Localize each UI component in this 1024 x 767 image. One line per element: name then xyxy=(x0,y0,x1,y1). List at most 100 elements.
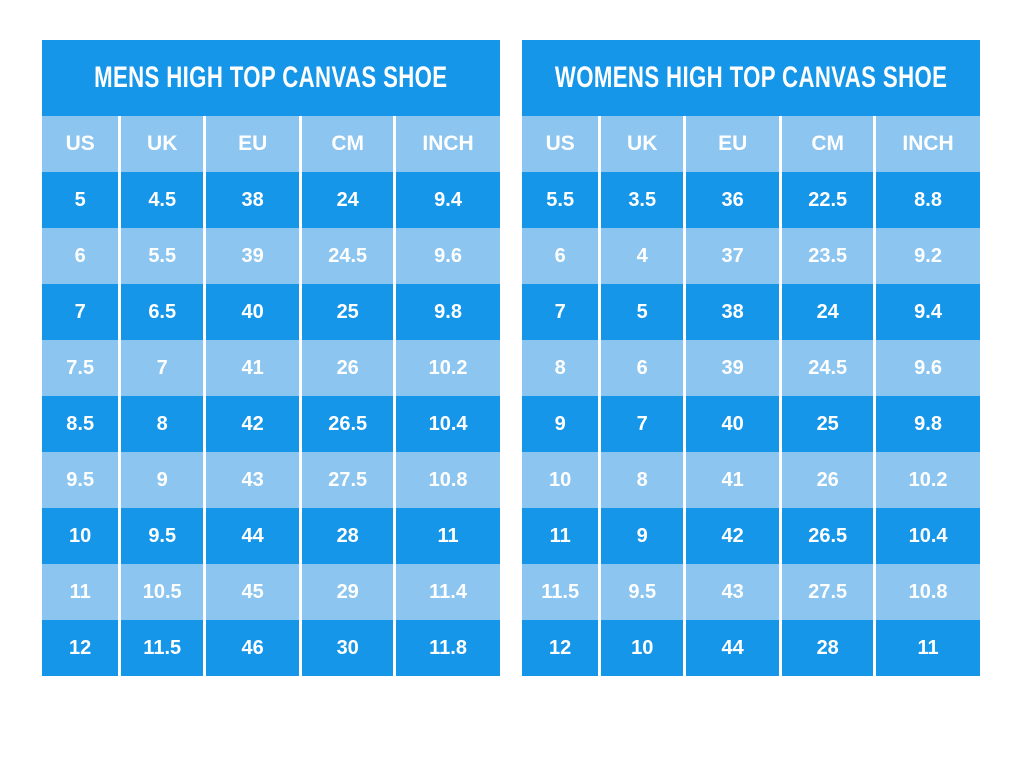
size-cell: 41 xyxy=(683,452,781,508)
column-header-cm: CM xyxy=(299,116,395,172)
mens-size-grid: US UK EU CM INCH 5 4.5 38 24 9.4 6 5.5 39 24.5 9.6 7 6.5… xyxy=(42,116,500,676)
size-cell: 44 xyxy=(683,620,781,676)
size-cell: 4 xyxy=(598,228,685,284)
size-cell: 24 xyxy=(299,172,395,228)
size-cell: 39 xyxy=(683,340,781,396)
size-cell: 10.4 xyxy=(873,508,980,564)
size-cell: 8 xyxy=(598,452,685,508)
size-cell: 10.5 xyxy=(118,564,205,620)
womens-table-title-band: WOMENS HIGH TOP CANVAS SHOE xyxy=(522,40,980,116)
size-cell: 42 xyxy=(203,396,301,452)
mens-table-title: MENS HIGH TOP CANVAS SHOE xyxy=(94,61,448,94)
table-row: 5.5 3.5 36 22.5 8.8 xyxy=(522,172,980,228)
size-cell: 36 xyxy=(683,172,781,228)
size-cell: 5.5 xyxy=(522,172,600,228)
size-cell: 24 xyxy=(779,284,875,340)
size-cell: 10 xyxy=(42,508,120,564)
size-cell: 42 xyxy=(683,508,781,564)
size-cell: 29 xyxy=(299,564,395,620)
table-row: 8 6 39 24.5 9.6 xyxy=(522,340,980,396)
size-cell: 9.2 xyxy=(873,228,980,284)
size-cell: 43 xyxy=(683,564,781,620)
size-cell: 26.5 xyxy=(299,396,395,452)
size-cell: 11 xyxy=(42,564,120,620)
size-cell: 8.5 xyxy=(42,396,120,452)
size-cell: 6 xyxy=(598,340,685,396)
size-cell: 11.8 xyxy=(393,620,500,676)
size-cell: 11.4 xyxy=(393,564,500,620)
column-header-eu: EU xyxy=(683,116,781,172)
column-header-inch: INCH xyxy=(873,116,980,172)
header-row: US UK EU CM INCH xyxy=(42,116,500,172)
size-cell: 40 xyxy=(203,284,301,340)
size-cell: 9 xyxy=(118,452,205,508)
table-row: 10 9.5 44 28 11 xyxy=(42,508,500,564)
column-header-uk: UK xyxy=(598,116,685,172)
table-row: 8.5 8 42 26.5 10.4 xyxy=(42,396,500,452)
size-cell: 6 xyxy=(42,228,120,284)
table-row: 7 5 38 24 9.4 xyxy=(522,284,980,340)
size-cell: 11.5 xyxy=(522,564,600,620)
size-chart-page: MENS HIGH TOP CANVAS SHOE US UK EU CM INCH 5 4… xyxy=(42,40,980,676)
size-cell: 43 xyxy=(203,452,301,508)
table-row: 6 5.5 39 24.5 9.6 xyxy=(42,228,500,284)
size-cell: 26 xyxy=(779,452,875,508)
size-cell: 25 xyxy=(779,396,875,452)
size-cell: 4.5 xyxy=(118,172,205,228)
size-cell: 28 xyxy=(779,620,875,676)
size-cell: 9.4 xyxy=(393,172,500,228)
size-cell: 8 xyxy=(522,340,600,396)
size-cell: 26.5 xyxy=(779,508,875,564)
column-header-uk: UK xyxy=(118,116,205,172)
table-row: 11.5 9.5 43 27.5 10.8 xyxy=(522,564,980,620)
mens-table-title-band: MENS HIGH TOP CANVAS SHOE xyxy=(42,40,500,116)
column-header-us: US xyxy=(42,116,120,172)
size-cell: 24.5 xyxy=(779,340,875,396)
size-cell: 27.5 xyxy=(299,452,395,508)
mens-size-table: MENS HIGH TOP CANVAS SHOE US UK EU CM INCH 5 4… xyxy=(42,40,500,676)
size-cell: 10.8 xyxy=(873,564,980,620)
table-row: 9 7 40 25 9.8 xyxy=(522,396,980,452)
column-header-inch: INCH xyxy=(393,116,500,172)
size-cell: 9.4 xyxy=(873,284,980,340)
size-cell: 7 xyxy=(42,284,120,340)
size-cell: 10.8 xyxy=(393,452,500,508)
size-cell: 8 xyxy=(118,396,205,452)
size-cell: 6 xyxy=(522,228,600,284)
size-cell: 38 xyxy=(683,284,781,340)
table-row: 5 4.5 38 24 9.4 xyxy=(42,172,500,228)
table-row: 12 10 44 28 11 xyxy=(522,620,980,676)
size-cell: 10.4 xyxy=(393,396,500,452)
size-cell: 11 xyxy=(522,508,600,564)
size-cell: 7 xyxy=(522,284,600,340)
size-cell: 10.2 xyxy=(873,452,980,508)
size-cell: 11 xyxy=(393,508,500,564)
womens-size-table: WOMENS HIGH TOP CANVAS SHOE US UK EU CM INCH… xyxy=(522,40,980,676)
size-cell: 7 xyxy=(118,340,205,396)
size-cell: 40 xyxy=(683,396,781,452)
size-cell: 44 xyxy=(203,508,301,564)
size-cell: 10 xyxy=(522,452,600,508)
size-cell: 3.5 xyxy=(598,172,685,228)
womens-size-grid: US UK EU CM INCH 5.5 3.5 36 22.5 8.8 6 4 37 23.5 9.2 7 5… xyxy=(522,116,980,676)
size-cell: 7.5 xyxy=(42,340,120,396)
column-header-cm: CM xyxy=(779,116,875,172)
size-cell: 7 xyxy=(598,396,685,452)
size-cell: 12 xyxy=(522,620,600,676)
size-cell: 9.8 xyxy=(393,284,500,340)
table-row: 11 10.5 45 29 11.4 xyxy=(42,564,500,620)
size-cell: 9.6 xyxy=(873,340,980,396)
column-header-eu: EU xyxy=(203,116,301,172)
table-row: 7.5 7 41 26 10.2 xyxy=(42,340,500,396)
table-row: 7 6.5 40 25 9.8 xyxy=(42,284,500,340)
size-cell: 9 xyxy=(598,508,685,564)
column-header-us: US xyxy=(522,116,600,172)
table-row: 11 9 42 26.5 10.4 xyxy=(522,508,980,564)
size-cell: 41 xyxy=(203,340,301,396)
size-cell: 12 xyxy=(42,620,120,676)
size-cell: 10 xyxy=(598,620,685,676)
table-row: 12 11.5 46 30 11.8 xyxy=(42,620,500,676)
table-row: 9.5 9 43 27.5 10.8 xyxy=(42,452,500,508)
size-cell: 23.5 xyxy=(779,228,875,284)
size-cell: 39 xyxy=(203,228,301,284)
